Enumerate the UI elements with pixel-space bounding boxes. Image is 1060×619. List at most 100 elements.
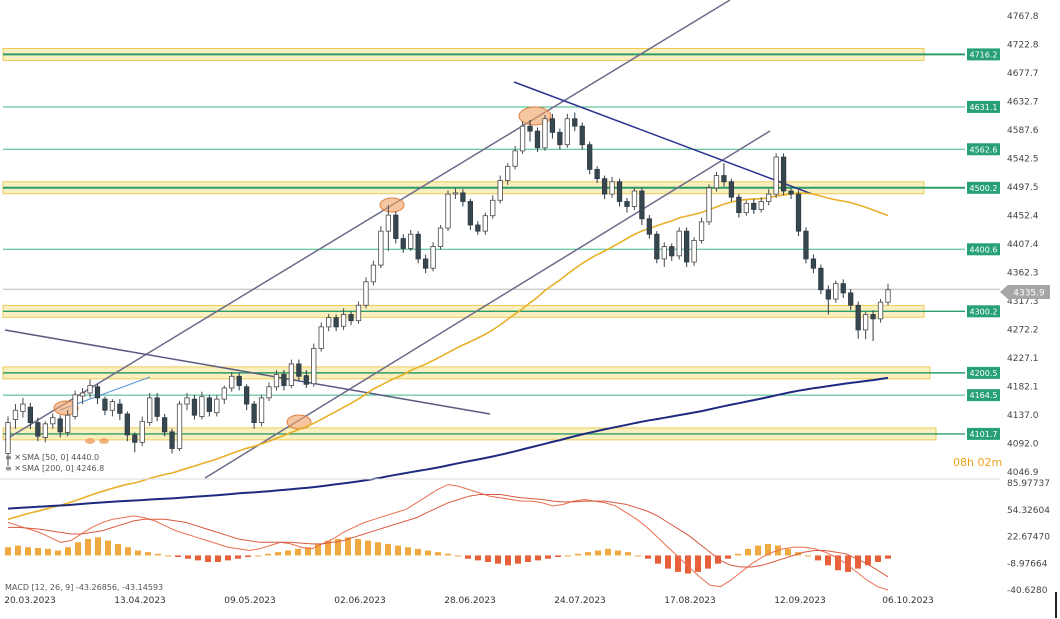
macd-histogram-bar — [325, 540, 331, 556]
candle-body — [698, 221, 705, 241]
macd-histogram-bar — [165, 555, 171, 557]
candle-body — [236, 375, 242, 386]
candle-body — [467, 201, 474, 226]
x-tick-label: 09.05.2023 — [224, 596, 276, 606]
y-tick-label: 4362.3 — [1007, 269, 1039, 279]
candle-body — [512, 150, 518, 167]
candle-body — [72, 394, 78, 417]
level-badge — [967, 427, 1000, 440]
x-tick-label: 06.10.2023 — [882, 596, 934, 606]
candle-body — [42, 423, 48, 438]
x-tick-label: 12.09.2023 — [774, 596, 826, 606]
macd-histogram-bar — [145, 552, 151, 556]
y-tick-label: 4137.0 — [1007, 411, 1039, 421]
candle-body — [497, 180, 503, 201]
level-labels: 4716.2 4631.1 4562.6 4500.2 4400.6 4300.2 4200… — [967, 48, 1000, 440]
candle-body — [251, 403, 257, 423]
macd-histogram-bar — [105, 540, 111, 556]
sma-icon[interactable]: ≡ ✕ — [5, 464, 21, 473]
candle-body — [691, 240, 697, 263]
x-tick-label: 20.03.2023 — [4, 596, 56, 606]
y-tick-label: 4272.2 — [1007, 326, 1039, 336]
candle-body — [229, 375, 235, 389]
y-tick-label: 4407.4 — [1007, 240, 1039, 250]
y-tick-label: 4722.8 — [1007, 41, 1039, 51]
macd-histogram-bar — [425, 550, 431, 556]
macd-histogram-bar — [225, 555, 231, 561]
macd-histogram-bar — [5, 547, 11, 556]
macd-histogram-bar — [605, 548, 611, 556]
macd-line — [7, 484, 889, 591]
sma-icon[interactable]: ≡ ✕ — [5, 453, 21, 462]
candle-body — [102, 398, 108, 411]
level-label: 4164.5 — [970, 391, 998, 400]
candle-body — [333, 317, 339, 328]
candle-body — [654, 233, 660, 260]
macd-histogram-bar — [355, 538, 361, 556]
macd-histogram-bar — [45, 548, 51, 556]
y-tick-label: 4092.0 — [1007, 440, 1039, 450]
macd-histogram-bar — [505, 555, 511, 566]
downtrend-line-2 — [513, 81, 813, 195]
candle-body — [57, 418, 63, 433]
candle-body — [601, 178, 608, 195]
candle-body — [79, 392, 86, 397]
cursor-bar — [1055, 592, 1057, 618]
pivot-highlights — [53, 106, 552, 444]
macd-histogram-bar — [685, 555, 691, 574]
candle-body — [736, 196, 742, 214]
x-tick-label: 28.06.2023 — [444, 596, 496, 606]
macd-histogram-bar — [375, 542, 381, 556]
level-label: 4716.2 — [970, 50, 998, 59]
macd-tick-label: -8.97664 — [1007, 559, 1048, 569]
macd-histogram-bar — [115, 543, 121, 556]
level-label: 4631.1 — [970, 103, 998, 112]
candle-body — [855, 304, 861, 331]
candle-body — [713, 175, 720, 189]
candle-body — [176, 403, 183, 449]
candle-body — [751, 202, 757, 210]
candle-body — [422, 258, 429, 269]
macd-histogram-bar — [615, 550, 621, 556]
macd-histogram-bar — [385, 543, 391, 556]
sma-legend: ≡ ✕ SMA [50, 0] 4440.0 ≡ ✕ SMA [200, 0] … — [5, 453, 104, 473]
macd-histogram-bar — [595, 550, 601, 556]
candle-body — [5, 422, 11, 454]
level-badge — [967, 48, 1000, 61]
macd-histogram-bar — [655, 555, 661, 564]
macd-histogram-bar — [245, 555, 251, 558]
macd-histogram-bar — [405, 547, 411, 556]
candle-body — [557, 131, 563, 146]
candle-body — [214, 398, 220, 414]
candles — [5, 112, 891, 466]
macd-histogram-bar — [465, 555, 471, 559]
pivot-marker-small — [85, 438, 95, 444]
macd-histogram-bar — [805, 555, 811, 557]
macd-tick-label: 85.97737 — [1007, 479, 1050, 489]
macd-histogram-bar — [825, 555, 831, 566]
candle-body — [803, 230, 809, 260]
candle-body — [27, 406, 34, 423]
macd-histogram-bar — [645, 555, 651, 559]
macd-histogram-bar — [565, 555, 571, 557]
macd-histogram-bar — [65, 547, 71, 556]
candle-body — [12, 409, 19, 420]
candle-body — [408, 233, 414, 249]
x-tick-label: 24.07.2023 — [554, 596, 606, 606]
price-axis: 4767.8 4722.8 4677.7 4632.7 4587.6 4542.5 4497… — [1007, 12, 1039, 478]
macd-histogram-bar — [215, 555, 221, 563]
sma-50-path — [7, 192, 889, 521]
pivot-marker — [379, 197, 405, 213]
candle-body — [87, 385, 93, 394]
x-tick-label: 13.04.2023 — [114, 596, 166, 606]
candle-body — [184, 397, 190, 405]
candle-body — [139, 420, 145, 443]
level-badge — [967, 143, 1000, 156]
macd-histogram-bar — [665, 555, 671, 569]
candle-body — [684, 230, 690, 263]
candle-body — [482, 215, 488, 232]
macd-histogram-bar — [395, 545, 401, 556]
macd-histogram-bar — [835, 555, 841, 571]
level-badge — [967, 100, 1000, 113]
candle-body — [281, 374, 287, 386]
